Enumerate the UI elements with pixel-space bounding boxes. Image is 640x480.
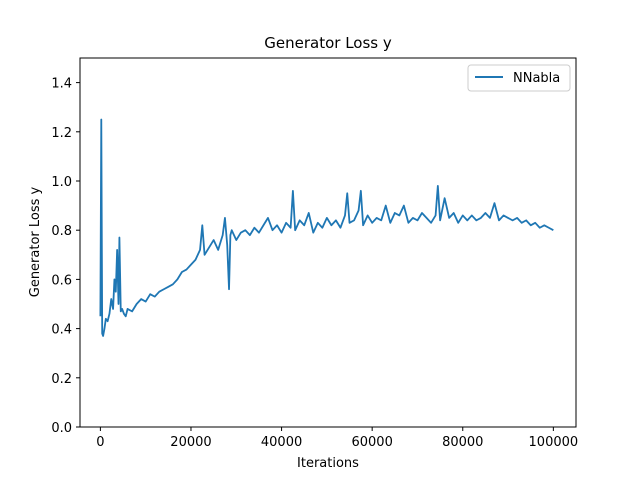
x-tick-label: 0 [96, 435, 104, 450]
y-axis-ticks: 0.0 0.2 0.4 0.6 0.8 1.0 1.2 1.4 [51, 77, 80, 436]
x-axis-ticks: 0 20000 40000 60000 80000 100000 [96, 427, 578, 450]
x-axis-label: Iterations [297, 456, 359, 471]
series-line-nnabla [99, 118, 554, 337]
y-axis-label: Generator Loss y [28, 186, 43, 297]
y-tick-label: 1.2 [51, 126, 72, 141]
y-tick-label: 1.0 [51, 175, 72, 190]
y-tick-label: 0.6 [51, 273, 72, 288]
legend-box [467, 64, 571, 92]
series-layer [99, 118, 554, 337]
x-tick-label: 60000 [351, 435, 392, 450]
y-tick-label: 0.4 [51, 323, 72, 338]
x-tick-label: 100000 [529, 435, 579, 450]
chart-title: Generator Loss y [264, 34, 392, 52]
plot-area-background [80, 58, 576, 427]
x-tick-label: 20000 [170, 435, 211, 450]
y-tick-label: 0.2 [51, 372, 72, 387]
x-tick-label: 80000 [442, 435, 483, 450]
legend: NNabla [467, 64, 571, 92]
y-tick-label: 1.4 [51, 77, 72, 92]
plot-frame [79, 57, 577, 428]
y-tick-label: 0.8 [51, 224, 72, 239]
legend-label-nnabla: NNabla [513, 71, 560, 86]
x-tick-label: 40000 [261, 435, 302, 450]
y-tick-label: 0.0 [51, 421, 72, 436]
